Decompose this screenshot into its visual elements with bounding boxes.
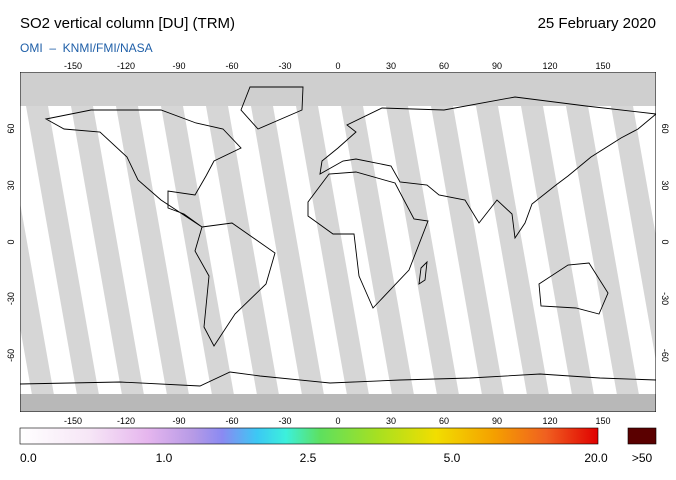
lat-label-right: -30: [660, 292, 670, 305]
lat-label-left: 60: [6, 124, 16, 134]
colorbar-label: 1.0: [156, 451, 173, 465]
lon-label-bottom: -30: [278, 416, 291, 426]
swath: [110, 72, 192, 412]
swaths: [20, 72, 656, 412]
lon-label-top: -150: [64, 61, 82, 71]
credit: OMI – KNMI/FMI/NASA: [20, 41, 153, 55]
swath: [20, 202, 57, 412]
lat-label-right: -60: [660, 349, 670, 362]
lon-label-top: 120: [542, 61, 557, 71]
colorbar-overflow: [627, 427, 657, 445]
swath: [515, 72, 597, 412]
lon-label-bottom: 150: [595, 416, 610, 426]
polar-south: [20, 394, 656, 412]
lon-label-bottom: -60: [225, 416, 238, 426]
lat-label-left: 0: [6, 239, 16, 244]
lon-label-top: 90: [492, 61, 502, 71]
swath: [605, 72, 656, 361]
lon-label-top: -60: [225, 61, 238, 71]
lon-label-bottom: -120: [117, 416, 135, 426]
colorbar-overflow-label: >50: [632, 451, 653, 465]
lon-label-top: -120: [117, 61, 135, 71]
lon-label-top: 60: [439, 61, 449, 71]
lon-label-top: -90: [172, 61, 185, 71]
colorbar-label: 5.0: [444, 451, 461, 465]
polar-north: [20, 72, 656, 106]
colorbar: [19, 427, 599, 445]
lon-label-top: -30: [278, 61, 291, 71]
lon-label-bottom: -90: [172, 416, 185, 426]
swath: [20, 72, 102, 412]
swath: [425, 72, 507, 412]
lon-label-top: 0: [335, 61, 340, 71]
colorbar-label: 0.0: [20, 451, 37, 465]
swath: [65, 72, 147, 412]
date: 25 February 2020: [538, 15, 656, 32]
swath: [200, 72, 282, 412]
title: SO2 vertical column [DU] (TRM): [20, 15, 235, 32]
lat-label-left: -30: [6, 292, 16, 305]
lon-label-bottom: 120: [542, 416, 557, 426]
colorbar-label: 2.5: [300, 451, 317, 465]
lon-label-bottom: 90: [492, 416, 502, 426]
colorbar-labels: 0.0 1.0 2.5 5.0 20.0: [20, 451, 608, 465]
swath: [245, 72, 327, 412]
swath: [470, 72, 552, 412]
lon-label-top: 30: [386, 61, 396, 71]
lat-label-left: 30: [6, 180, 16, 190]
lat-label-right: 60: [660, 124, 670, 134]
lon-label-top: 150: [595, 61, 610, 71]
lon-label-bottom: 60: [439, 416, 449, 426]
axis-labels: -150 -150 -120 -120 -90 -90 -60 -60 -30 -30 0 0 30 30…: [6, 61, 670, 426]
lat-label-right: 30: [660, 180, 670, 190]
swath: [380, 72, 462, 412]
lon-label-bottom: 30: [386, 416, 396, 426]
swath: [560, 72, 642, 412]
lat-label-left: -60: [6, 349, 16, 362]
swath: [155, 72, 237, 412]
swath: [335, 72, 417, 412]
map: [20, 72, 656, 412]
swath: [290, 72, 372, 412]
lat-label-right: 0: [660, 239, 670, 244]
lon-label-bottom: 0: [335, 416, 340, 426]
coastlines: [20, 86, 656, 387]
colorbar-label: 20.0: [584, 451, 608, 465]
lon-label-bottom: -150: [64, 416, 82, 426]
